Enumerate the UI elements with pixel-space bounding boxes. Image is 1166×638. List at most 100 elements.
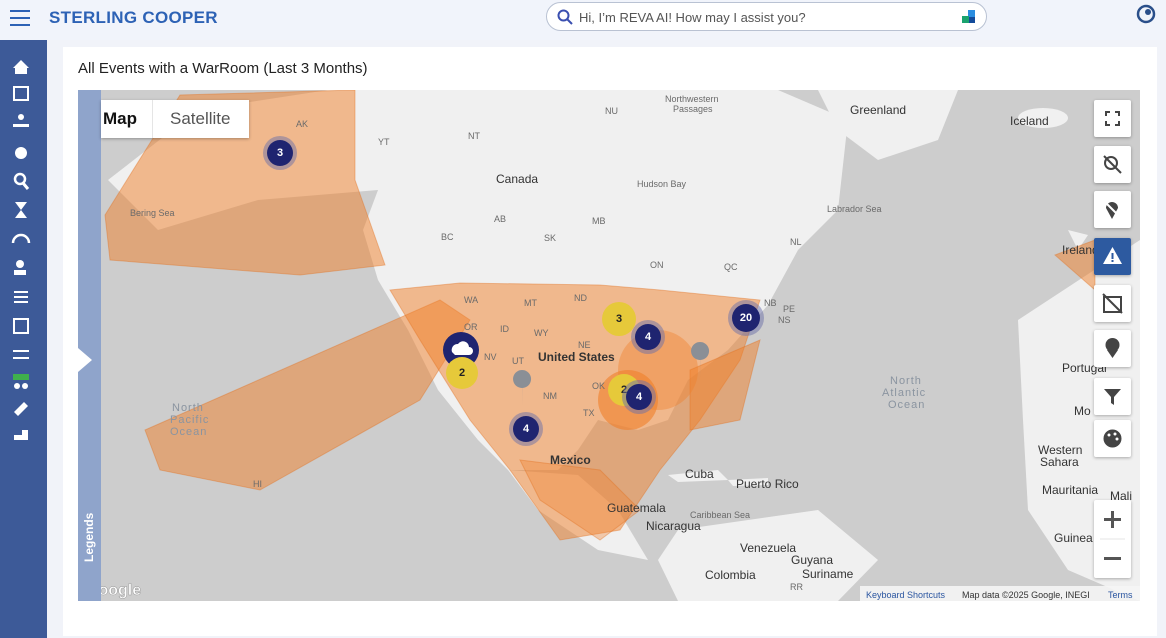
location-button[interactable] [1094, 330, 1131, 367]
map-label: QC [724, 262, 738, 272]
top-bar: STERLING COOPER Hi, I’m REVA AI! How may… [0, 0, 1166, 40]
map-label: NE [578, 340, 591, 350]
map[interactable]: Greenland Iceland Canada Hudson Bay Labr… [78, 90, 1140, 601]
stairs-icon[interactable] [14, 430, 28, 440]
map-label: Guyana [791, 553, 833, 567]
map-button[interactable]: Map [101, 100, 153, 138]
map-label: MB [592, 216, 606, 226]
hourglass-icon[interactable] [15, 202, 27, 218]
map-label: PE [783, 304, 795, 314]
home-icon[interactable] [13, 60, 29, 74]
map-label: Iceland [1010, 114, 1049, 128]
map-label: RR [790, 582, 803, 592]
cluster-count: 4 [636, 391, 643, 403]
legend-label: Legends [82, 512, 96, 562]
clipboard-icon[interactable] [13, 318, 29, 334]
search-placeholder: Hi, I’m REVA AI! How may I assist you? [579, 10, 806, 25]
map-label: AK [296, 119, 308, 129]
map-label: Sahara [1040, 455, 1079, 469]
legend-arrow[interactable] [78, 348, 92, 372]
map-label: ID [500, 324, 510, 334]
cluster-count: 4 [523, 423, 530, 435]
map-label: Caribbean Sea [690, 510, 750, 520]
map-label: Canada [496, 172, 538, 186]
map-label: Labrador Sea [827, 204, 882, 214]
map-label: Pacific [170, 414, 209, 426]
map-label: North [172, 402, 204, 414]
map-pin[interactable] [691, 342, 710, 378]
map-label: ND [574, 293, 587, 303]
map-label: OR [464, 322, 478, 332]
weather-cluster[interactable] [443, 332, 479, 368]
map-label: Ocean [888, 399, 925, 411]
filter-button[interactable] [1094, 378, 1131, 415]
user-avatar[interactable] [1136, 4, 1156, 24]
search-user-icon[interactable] [13, 172, 27, 186]
map-label: Greenland [850, 103, 906, 117]
keyboard-shortcuts[interactable]: Keyboard Shortcuts [866, 590, 946, 600]
tools-icon[interactable] [14, 402, 28, 416]
search-box[interactable]: Hi, I’m REVA AI! How may I assist you? [546, 2, 987, 31]
menu-button[interactable] [10, 10, 30, 26]
palette-button[interactable] [1094, 420, 1131, 457]
map-label: Ocean [170, 426, 207, 438]
cluster-count: 4 [645, 331, 652, 343]
satellite-button[interactable]: Satellite [170, 109, 231, 128]
map-label: NU [605, 106, 618, 116]
map-pin[interactable] [513, 370, 532, 406]
map-label: Mali [1110, 489, 1132, 503]
map-label: NL [790, 237, 802, 247]
money-icon[interactable] [15, 147, 27, 159]
cluster[interactable]: 3 [263, 136, 297, 170]
map-canvas: Greenland Iceland Canada Hudson Bay Labr… [78, 90, 1140, 601]
map-label: BC [441, 232, 454, 242]
map-label: Bering Sea [130, 208, 175, 218]
cluster-count: 3 [277, 147, 283, 159]
map-label: MT [524, 298, 537, 308]
zoom-control [1094, 500, 1131, 578]
camera-off-button[interactable] [1094, 285, 1131, 322]
calendar-icon[interactable] [13, 86, 29, 101]
map-label: NM [543, 391, 557, 401]
map-label: Western [1038, 443, 1082, 457]
map-label: Guinea [1054, 531, 1093, 545]
cluster[interactable]: 4 [622, 380, 656, 414]
legend-tab[interactable]: Legends [78, 90, 101, 601]
new-badge [13, 374, 29, 380]
map-label: SK [544, 233, 556, 243]
map-label: AB [494, 214, 506, 224]
cluster[interactable]: 4 [631, 320, 665, 354]
map-label: Cuba [685, 467, 714, 481]
flow-icon[interactable] [13, 350, 29, 352]
alert-button[interactable] [1094, 238, 1131, 275]
pin-off-button[interactable] [1094, 191, 1131, 228]
cluster-count: 2 [459, 367, 465, 379]
map-label: Suriname [802, 567, 854, 581]
terms-link[interactable]: Terms [1108, 590, 1133, 600]
fullscreen-button[interactable] [1094, 100, 1131, 137]
map-label: Passages [673, 104, 713, 114]
cluster-count: 3 [616, 313, 622, 325]
map-label: WY [534, 328, 549, 338]
search-icon [557, 9, 573, 25]
map-label: Venezuela [740, 541, 796, 555]
map-label: NT [468, 131, 480, 141]
brand: STERLING COOPER [49, 8, 218, 27]
map-label: Mauritania [1042, 483, 1098, 497]
list-icon[interactable] [14, 291, 28, 293]
map-label: OK [592, 381, 605, 391]
map-label: Hudson Bay [637, 179, 687, 189]
markers [513, 342, 710, 406]
gauge-icon[interactable] [11, 233, 31, 244]
map-label: NS [778, 315, 791, 325]
layer-button[interactable] [1094, 146, 1131, 183]
map-label: Mo [1074, 404, 1091, 418]
cluster[interactable]: 2 [446, 357, 478, 389]
cluster[interactable]: 3 [602, 302, 636, 336]
cluster[interactable]: 4 [509, 412, 543, 446]
org-icon[interactable] [18, 114, 24, 120]
user-settings-icon[interactable] [16, 260, 24, 268]
zoom-out[interactable] [1104, 557, 1121, 560]
cluster[interactable]: 20 [728, 300, 764, 336]
